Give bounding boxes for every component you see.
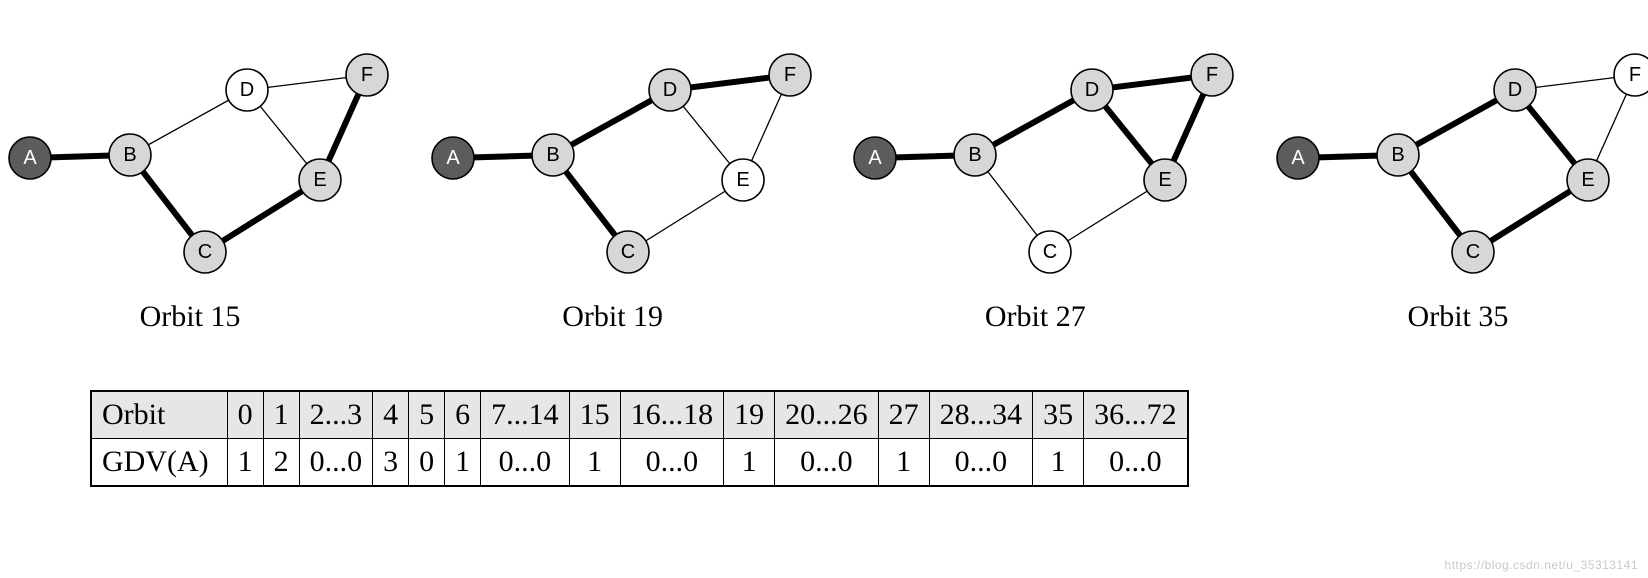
node-label: F [361,64,373,86]
orbit-title: Orbit 15 [0,300,380,334]
table-cell: 0 [227,392,263,439]
table-cell: 1 [227,439,263,486]
orbit-title: Orbit 19 [423,300,803,334]
node-label: B [1391,144,1404,166]
node-label: B [969,144,982,166]
table-cell: 0...0 [481,439,570,486]
table-cell: 27 [878,392,929,439]
table-cell: 36...72 [1084,392,1188,439]
table-cell: 15 [569,392,620,439]
graph-panel: A B C D E F Orbit 19 [423,20,803,360]
table-cell: 7...14 [481,392,570,439]
table-row: GDV(A)120...03010...010...010...010...01… [92,439,1188,486]
graph-panel: A B C D E F Orbit 35 [1268,20,1648,360]
table-cell: 2...3 [299,392,373,439]
table-cell: 1 [1033,439,1084,486]
node-label: F [1629,64,1641,86]
table-cell: 20...26 [775,392,879,439]
table-cell: 0 [409,439,445,486]
node-label: D [1085,79,1099,101]
graph-panels-row: A B C D E F Orbit 15 A B C D E F Orbit 19 A B C D E F Orbit … [0,20,1648,370]
node-label: D [662,79,676,101]
node-label: F [1206,64,1218,86]
table-cell: 28...34 [929,392,1033,439]
table-cell: 0...0 [620,439,724,486]
table-cell: 2 [263,439,299,486]
table-cell: 1 [569,439,620,486]
table-cell: 1 [445,439,481,486]
table-cell: 1 [263,392,299,439]
node-label: E [736,169,749,191]
graph-svg: A B C D E F [1268,20,1648,300]
node-label: A [23,147,37,169]
table-cell: 6 [445,392,481,439]
table-cell: 0...0 [299,439,373,486]
table-cell: 3 [373,439,409,486]
figure-root: ABCDEFOrbit 15ABCDEFOrbit 19ABCDEFOrbit … [0,0,1648,578]
node-label: C [1043,241,1057,263]
node-label: B [546,144,559,166]
table-cell: 16...18 [620,392,724,439]
table-cell: 1 [724,439,775,486]
graph-svg: A B C D E F [423,20,823,300]
node-label: E [1159,169,1172,191]
orbit-title: Orbit 35 [1268,300,1648,334]
graph-svg: A B C D E F [845,20,1245,300]
node-label: F [784,64,796,86]
table-cell: 5 [409,392,445,439]
graph-panel: A B C D E F Orbit 15 [0,20,380,360]
node-label: A [446,147,460,169]
graph-svg: A B C D E F [0,20,400,300]
node-label: E [1581,169,1594,191]
node-label: D [240,79,254,101]
table-row: Orbit012...34567...141516...181920...262… [92,392,1188,439]
table-cell: 0...0 [929,439,1033,486]
node-label: B [123,144,136,166]
node-label: D [1508,79,1522,101]
node-label: C [198,241,212,263]
node-label: C [1466,241,1480,263]
node-label: A [869,147,883,169]
orbit-title: Orbit 27 [845,300,1225,334]
watermark: https://blog.csdn.net/u_35313141 [1445,558,1638,572]
table-rowlabel: GDV(A) [92,439,228,486]
gdv-table: Orbit012...34567...141516...181920...262… [90,390,1189,487]
table-cell: 0...0 [775,439,879,486]
table-cell: 1 [878,439,929,486]
node-label: E [313,169,326,191]
table-cell: 35 [1033,392,1084,439]
graph-panel: A B C D E F Orbit 27 [845,20,1225,360]
node-label: C [620,241,634,263]
table-cell: 0...0 [1084,439,1188,486]
table-cell: 19 [724,392,775,439]
table-cell: 4 [373,392,409,439]
node-label: A [1291,147,1305,169]
table-rowlabel: Orbit [92,392,228,439]
